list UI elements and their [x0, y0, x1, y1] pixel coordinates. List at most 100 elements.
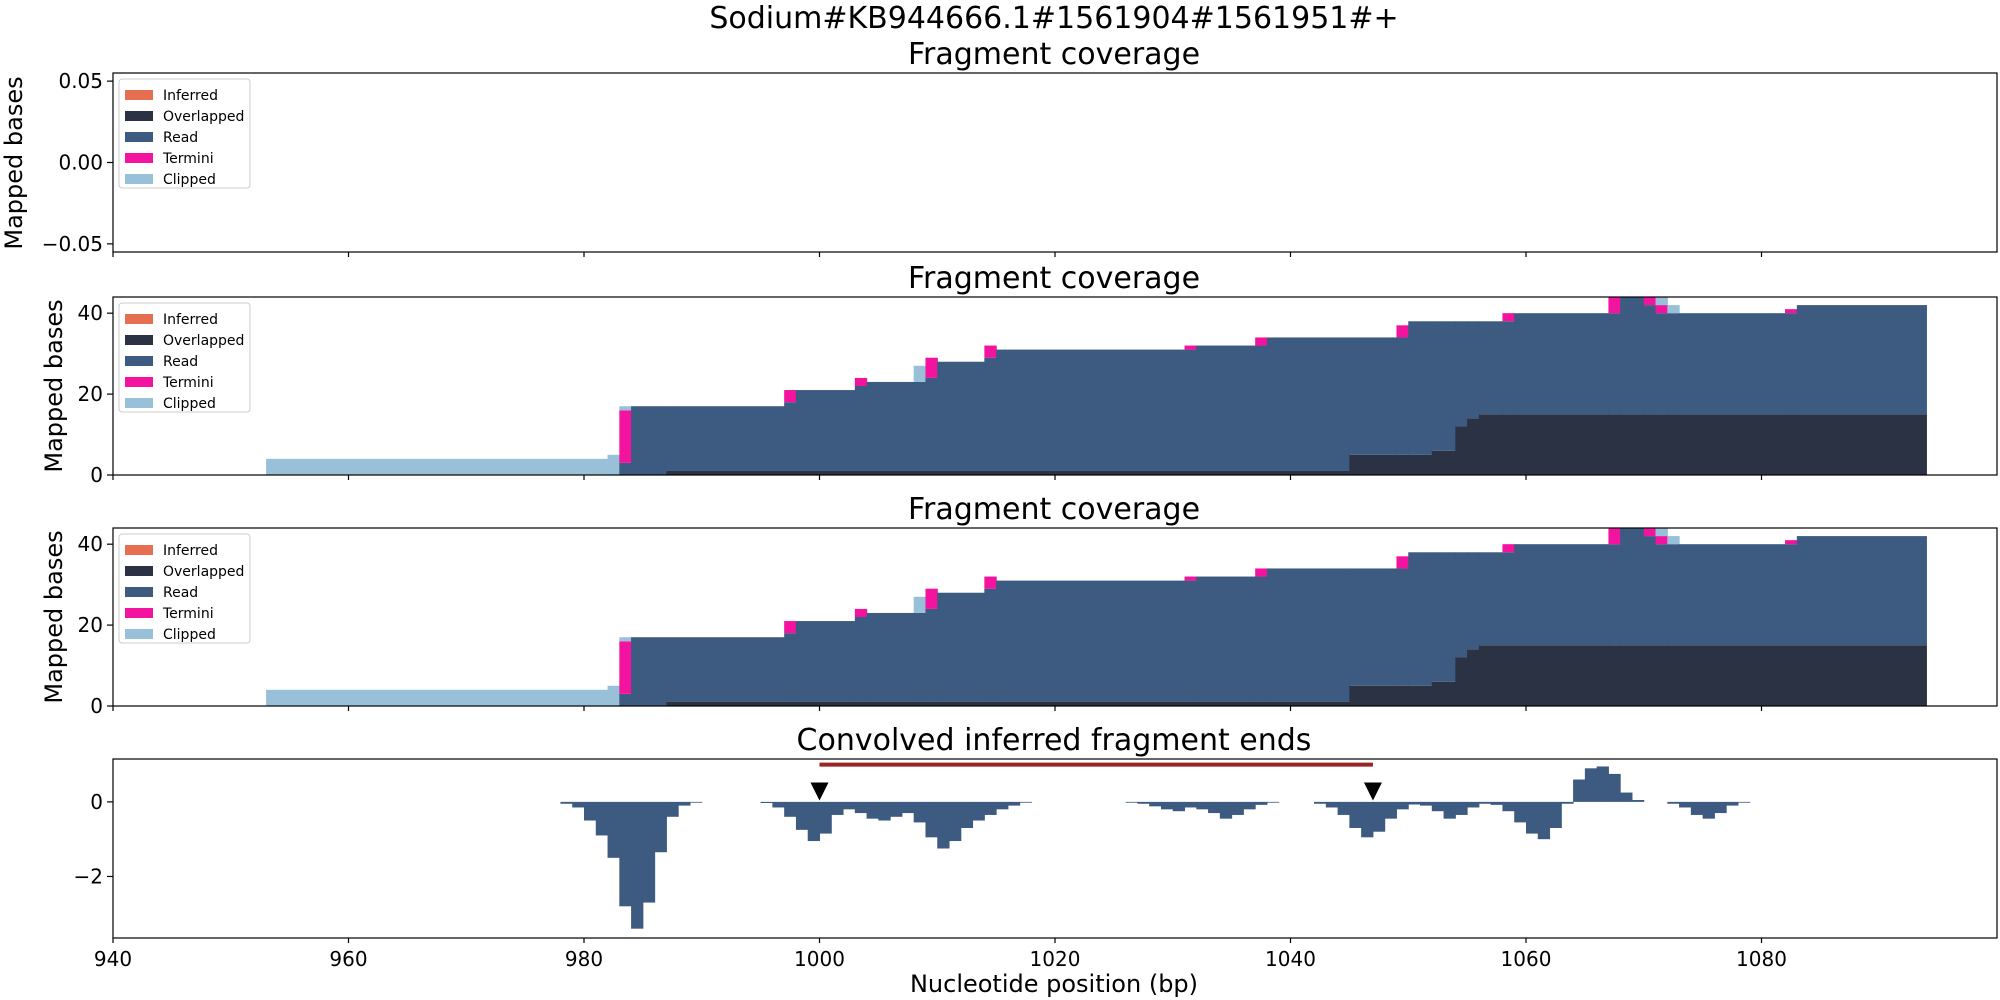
- legend-label: Read: [163, 130, 198, 146]
- clipped-bar: [1655, 528, 1668, 537]
- read-bar: [666, 406, 785, 471]
- overlapped-bar: [666, 701, 785, 706]
- fragment-end-bar: [831, 801, 844, 815]
- read-bar: [1608, 313, 1621, 415]
- termini-bar: [1184, 345, 1197, 350]
- fragment-end-bar: [1337, 801, 1350, 815]
- panel-2-legend: Inferred Overlapped Read Termini Clipped: [118, 302, 251, 413]
- fragment-end-bar: [949, 801, 962, 842]
- legend-label: Termini: [162, 606, 214, 622]
- overlapped-bar: [1196, 470, 1256, 475]
- panel-4-title: Convolved inferred fragment ends: [797, 723, 1312, 758]
- fragment-end-bar: [584, 801, 597, 821]
- read-bar: [1455, 552, 1468, 658]
- fragment-end-bar: [1596, 766, 1609, 802]
- fragment-end-bar: [760, 801, 773, 804]
- read-bar: [1349, 337, 1398, 455]
- clipped-bar: [1667, 305, 1680, 314]
- overlapped-bar: [1255, 701, 1268, 706]
- overlapped-bar: [913, 701, 927, 706]
- panel-4-marks: [560, 762, 1751, 929]
- read-bar: [1502, 552, 1515, 646]
- fragment-end-bar: [960, 801, 974, 828]
- y-tick-label: 0: [90, 790, 103, 814]
- termini-bar: [925, 357, 938, 378]
- read-bar: [1514, 313, 1610, 415]
- fragment-end-bar: [1137, 801, 1150, 804]
- read-bar: [1255, 576, 1268, 702]
- read-bar: [1679, 544, 1786, 646]
- read-bar: [996, 580, 1186, 702]
- termini-bar: [1396, 556, 1409, 569]
- read-bar: [937, 361, 985, 471]
- read-bar: [913, 612, 927, 702]
- fragment-end-bar: [642, 801, 656, 903]
- read-bar: [1467, 552, 1480, 650]
- x-tick-label: 960: [329, 947, 367, 971]
- read-bar: [1620, 528, 1645, 646]
- overlapped-bar: [1502, 645, 1515, 706]
- overlapped-bar: [1455, 657, 1468, 706]
- read-bar: [984, 588, 997, 702]
- overlapped-bar: [937, 470, 985, 475]
- x-tick-label: 980: [565, 947, 603, 971]
- fragment-end-bar: [1231, 801, 1244, 815]
- read-bar: [984, 357, 997, 471]
- overlapped-bar: [854, 701, 868, 706]
- read-bar: [925, 377, 938, 471]
- legend-swatch: [125, 566, 153, 576]
- overlapped-bar: [1478, 414, 1504, 475]
- panel-3-marks: [266, 528, 1927, 706]
- overlapped-bar: [1608, 645, 1621, 706]
- read-bar: [1667, 544, 1680, 646]
- fragment-end-bar: [666, 801, 679, 817]
- termini-bar: [1396, 325, 1409, 338]
- read-bar: [866, 612, 915, 702]
- fragment-end-bar: [1196, 801, 1209, 810]
- legend-label: Read: [163, 585, 198, 601]
- overlapped-bar: [1431, 450, 1456, 475]
- fragment-end-bar: [1420, 801, 1433, 806]
- read-bar: [1679, 313, 1786, 415]
- fragment-end-bar: [784, 801, 797, 817]
- x-tick-label: 940: [94, 947, 132, 971]
- overlapped-bar: [795, 701, 856, 706]
- read-bar: [619, 462, 632, 475]
- read-bar: [795, 621, 856, 702]
- overlapped-bar: [1184, 701, 1197, 706]
- read-bar: [1266, 337, 1350, 471]
- clipped-bar: [913, 596, 927, 613]
- read-bar: [666, 637, 785, 702]
- read-bar: [1667, 313, 1680, 415]
- read-bar: [1785, 313, 1798, 415]
- read-bar: [1478, 552, 1504, 646]
- overlapped-bar: [1349, 685, 1398, 706]
- fragment-end-bar: [1396, 801, 1409, 810]
- overlapped-bar: [1431, 681, 1456, 706]
- overlapped-bar: [1396, 685, 1409, 706]
- clipped-bar: [619, 406, 632, 411]
- overlapped-bar: [784, 701, 797, 706]
- read-bar: [795, 390, 856, 471]
- read-bar: [619, 693, 632, 706]
- read-bar: [1396, 337, 1409, 455]
- fragment-end-bar: [1726, 801, 1739, 806]
- x-tick-label: 1000: [794, 947, 845, 971]
- read-bar: [866, 381, 915, 471]
- termini-bar: [1643, 297, 1657, 306]
- panel-1: Fragment coverage Mapped bases 0.05 0.00 −…: [0, 37, 1998, 257]
- fragment-end-bar: [1608, 773, 1621, 802]
- overlapped-bar: [1467, 418, 1480, 475]
- fragment-end-bar: [1255, 801, 1268, 805]
- fragment-end-bar: [654, 801, 667, 853]
- panel-3-title: Fragment coverage: [908, 492, 1200, 527]
- legend-label: Termini: [162, 375, 214, 391]
- legend-label: Inferred: [163, 543, 218, 559]
- legend-swatch: [125, 174, 153, 184]
- panel-2-ylabel: Mapped bases: [40, 299, 68, 472]
- fragment-end-bar: [1443, 801, 1456, 819]
- fragment-end-bar: [1478, 801, 1492, 804]
- overlapped-bar: [925, 701, 938, 706]
- fragment-end-bar: [819, 801, 832, 834]
- read-bar: [1349, 568, 1398, 686]
